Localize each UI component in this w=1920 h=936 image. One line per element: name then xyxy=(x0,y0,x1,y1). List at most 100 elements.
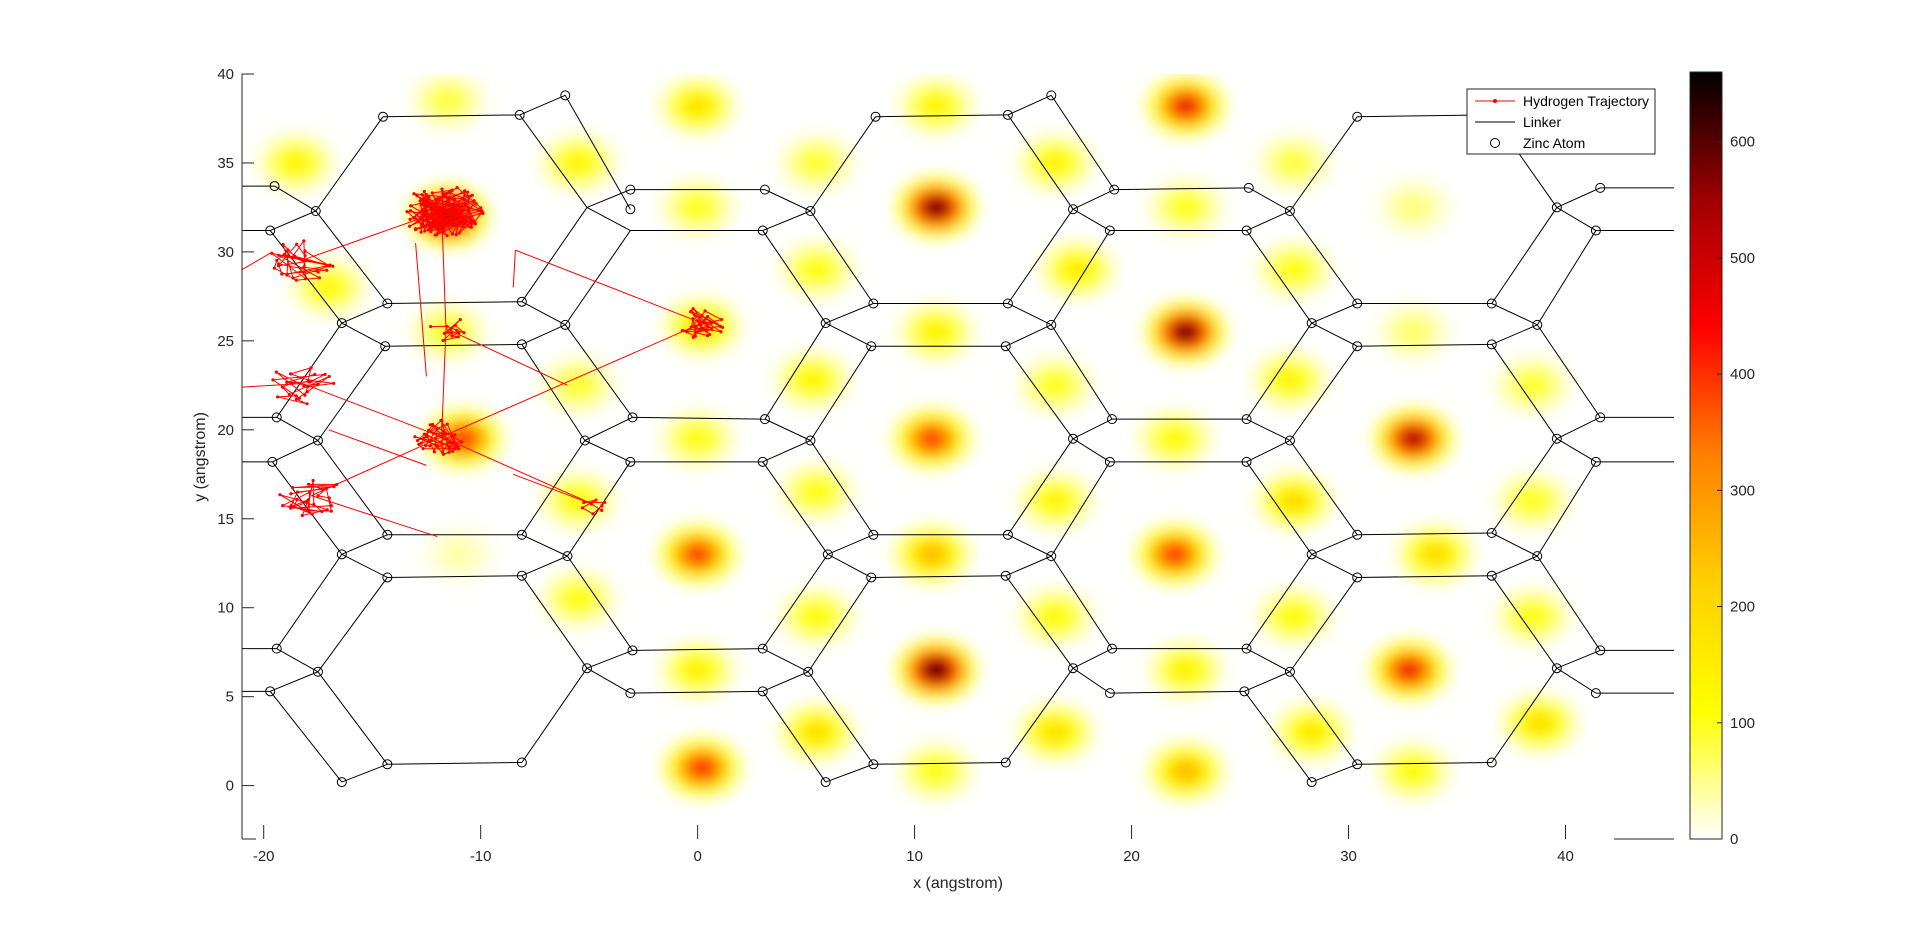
heat-hotspot xyxy=(654,74,741,140)
linker-segment xyxy=(584,416,633,441)
linker-segment xyxy=(1491,555,1538,577)
trajectory-point xyxy=(439,418,443,422)
trajectory-point xyxy=(419,230,423,234)
trajectory-point xyxy=(428,423,432,427)
heat-hotspot xyxy=(535,351,622,420)
zinc-atom-marker xyxy=(805,435,816,446)
linker-segment xyxy=(521,344,586,441)
linker-segment xyxy=(387,762,522,765)
heat-level xyxy=(803,372,822,388)
heat-level xyxy=(1302,725,1321,740)
zinc-atom-marker xyxy=(805,205,816,216)
linker-segment xyxy=(875,114,1008,118)
heat-hotspot xyxy=(415,520,503,589)
zinc-atom-marker xyxy=(265,225,276,236)
trajectory-point xyxy=(295,242,299,246)
heat-hotspot xyxy=(893,74,980,140)
zinc-atom-marker xyxy=(1104,225,1115,236)
linker-segment xyxy=(1246,418,1291,441)
zinc-atom-marker xyxy=(627,645,638,656)
heat-hotspot xyxy=(1268,698,1355,767)
linker-segment xyxy=(586,206,631,231)
zinc-atom-marker xyxy=(1590,225,1601,236)
linker-segment xyxy=(1246,230,1313,324)
trajectory-point xyxy=(290,255,294,260)
trajectory-point xyxy=(459,220,463,224)
zinc-atom-marker xyxy=(1551,433,1562,444)
trajectory-point xyxy=(432,220,436,225)
heat-hotspot xyxy=(1131,520,1219,589)
heat-level xyxy=(1176,662,1195,678)
y-tick-label: 15 xyxy=(217,511,234,528)
zinc-atom-marker xyxy=(1241,225,1252,236)
trajectory-segment xyxy=(515,249,703,324)
zinc-atom-marker xyxy=(1486,757,1497,768)
linker-segment xyxy=(762,440,811,463)
linker-segment xyxy=(1289,671,1358,765)
heat-hotspot xyxy=(888,404,976,473)
zinc-atom-marker xyxy=(1000,757,1011,768)
trajectory-point xyxy=(463,218,467,223)
linker-segment xyxy=(1005,667,1074,763)
linker-segment xyxy=(1491,303,1538,326)
linker-segment xyxy=(519,114,588,208)
zinc-atom-marker xyxy=(382,298,393,309)
trajectory-point xyxy=(458,204,462,208)
trajectory-point xyxy=(415,438,420,443)
linker-segment xyxy=(1536,230,1597,326)
trajectory-segment xyxy=(415,242,427,377)
trajectory-point xyxy=(325,268,329,272)
zinc-atom-marker xyxy=(336,777,347,788)
trajectory-point xyxy=(689,309,693,313)
trajectory-point xyxy=(308,259,312,263)
trajectory-point xyxy=(423,205,428,210)
heat-level xyxy=(927,98,946,114)
linker-segment xyxy=(1072,189,1115,210)
trajectory-point xyxy=(705,328,709,332)
trajectory-point xyxy=(719,317,724,322)
linker-segment xyxy=(521,534,568,557)
x-tick-label: 20 xyxy=(1123,848,1140,865)
trajectory-point xyxy=(332,381,336,385)
trajectory-point xyxy=(453,447,457,451)
trajectory-segment xyxy=(311,495,438,538)
trajectory-cluster-path xyxy=(405,187,485,237)
trajectory-point xyxy=(421,201,425,205)
heat-level xyxy=(1530,716,1549,731)
colorbar-tick-label: 300 xyxy=(1730,482,1755,499)
linker-segment xyxy=(1246,440,1291,463)
trajectory-point xyxy=(307,490,312,494)
linker-segment xyxy=(1005,555,1052,577)
linker-segment xyxy=(1246,461,1313,555)
linker-segment xyxy=(1005,575,1074,669)
trajectory-point xyxy=(441,338,445,343)
trajectory-point xyxy=(603,500,607,505)
linker-segment xyxy=(807,671,874,765)
heat-level xyxy=(922,547,942,562)
heat-level xyxy=(927,324,946,340)
linker-segment xyxy=(1007,534,1052,557)
trajectory-point xyxy=(440,187,444,191)
linker-segment xyxy=(630,690,763,694)
trajectory-point xyxy=(600,503,604,507)
trajectory-point xyxy=(448,220,452,225)
trajectory-point xyxy=(452,221,456,226)
zinc-atom-marker xyxy=(1352,111,1363,122)
zinc-atom-marker xyxy=(1551,663,1562,674)
zinc-atom-marker xyxy=(579,435,590,446)
colorbar-scale xyxy=(1689,71,1723,840)
heat-level xyxy=(922,431,942,446)
trajectory-point xyxy=(691,317,695,321)
heat-level xyxy=(449,547,469,562)
y-tick-label: 35 xyxy=(217,155,234,172)
heat-hotspot xyxy=(1142,298,1230,366)
trajectory-point xyxy=(457,331,461,335)
zinc-atom-marker xyxy=(1532,551,1543,562)
heat-level xyxy=(1404,764,1423,779)
trajectory-cluster-path xyxy=(414,419,464,455)
linker-segment xyxy=(1491,207,1558,304)
linker-segment xyxy=(269,691,343,783)
heat-level xyxy=(569,378,588,393)
linker-lines xyxy=(242,94,1674,783)
linker-segment xyxy=(1050,324,1113,420)
